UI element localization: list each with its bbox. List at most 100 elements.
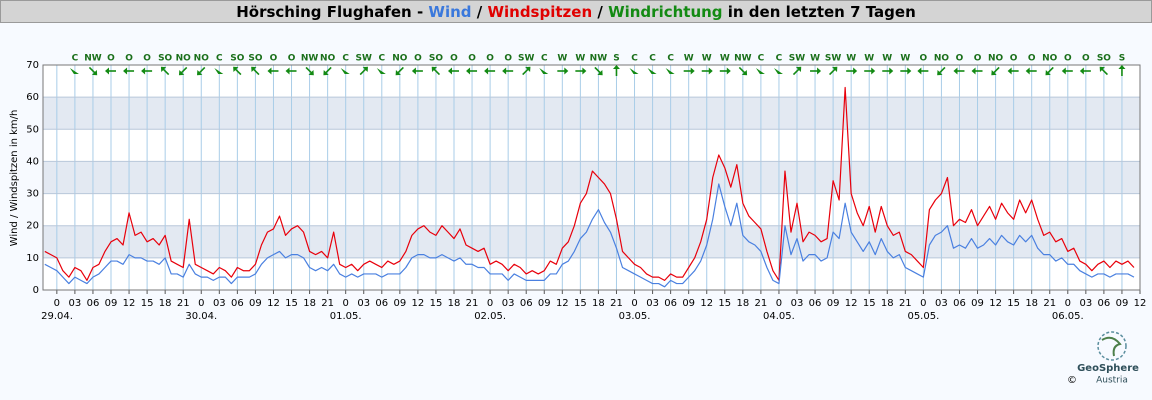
direction-arrow [160,66,170,76]
day-label: 30.04. [185,311,217,322]
direction-arrow [1079,67,1091,75]
arrow-body [502,67,514,75]
x-tick-label: 18 [159,298,172,309]
arrow-head [971,67,976,75]
direction-label: O [1064,54,1072,64]
direction-arrow [502,67,514,75]
x-tick-label: 21 [755,298,768,309]
arrow-body [738,66,748,76]
arrow-head [411,67,416,75]
arrow-body [719,67,731,75]
arrow-head [1118,65,1126,69]
direction-arrow [431,66,441,76]
direction-arrow [810,67,822,75]
arrow-head [564,67,569,75]
arrow-body [285,67,297,75]
title-part: in den letzten 7 Tagen [723,3,916,21]
direction-label: C [631,54,638,64]
direction-arrow [665,68,675,74]
direction-arrow [882,67,894,75]
arrow-body [411,67,423,75]
arrow-body [953,67,965,75]
arrow-head [889,67,894,75]
arrow-head [907,67,912,75]
direction-arrow [773,68,783,74]
arrow-calm [755,68,765,74]
arrow-body [792,66,802,76]
arrow-head [582,67,587,75]
x-tick-label: 06 [87,298,100,309]
direction-arrow [991,66,1000,76]
arrow-body [1061,67,1073,75]
direction-label: S [613,54,619,64]
arrow-body [900,67,912,75]
arrow-head [795,66,802,73]
direction-label: O [504,54,512,64]
x-tick-label: 09 [538,298,551,309]
x-tick-label: 12 [989,298,1002,309]
arrow-body [267,67,279,75]
arrow-head [395,69,401,76]
series-line [44,183,1135,288]
arrow-body [1007,67,1019,75]
arrow-shaft [252,68,260,76]
direction-label: O [414,54,422,64]
x-tick-label: 12 [412,298,425,309]
direction-label: O [1082,54,1090,64]
direction-label: S [1119,54,1125,64]
direction-arrow [1061,67,1073,75]
direction-arrow [104,67,116,75]
direction-label: O [974,54,982,64]
arrow-head [466,67,471,75]
arrow-shaft [522,68,529,76]
arrow-head [141,67,146,75]
direction-arrow [340,68,350,74]
direction-label: W [684,54,694,64]
direction-label: C [72,54,79,64]
arrow-body [484,67,496,75]
direction-arrow [197,66,206,76]
x-tick-label: 0 [631,298,637,309]
direction-label: O [1010,54,1018,64]
direction-label: W [846,54,856,64]
direction-label: NW [590,54,608,64]
direction-label: NW [301,54,319,64]
x-tick-label: 21 [1043,298,1056,309]
arrow-body [123,67,135,75]
x-tick-label: 21 [610,298,623,309]
y-axis-label: Wind / Windspitzen in km/h [9,110,20,247]
direction-label: C [649,54,656,64]
grid-band [43,161,1140,194]
arrow-calm [376,68,386,74]
chart-title: Hörsching Flughafen - Wind / Windspitzen… [236,3,916,21]
arrow-shaft [992,66,1000,74]
direction-arrow [1025,67,1037,75]
day-label: 06.05. [1052,311,1084,322]
arrow-body [683,67,695,75]
direction-arrow [267,67,279,75]
direction-arrow [738,66,748,76]
arrow-head [123,67,128,75]
arrow-body [937,66,946,76]
copyright: © [1067,375,1077,386]
arrow-calm [647,68,657,74]
direction-arrow [1045,66,1054,76]
x-tick-label: 12 [700,298,713,309]
arrow-calm [629,68,639,74]
x-tick-label: 12 [845,298,858,309]
x-tick-label: 03 [935,298,948,309]
logo-sub: Austria [1096,376,1128,386]
arrow-body [991,66,1000,76]
direction-label: NW [734,54,752,64]
direction-label: W [702,54,712,64]
x-tick-label: 18 [881,298,894,309]
title-part: Windspitzen [487,3,592,21]
direction-label: SW [356,54,372,64]
logo: GeoSphere Austria © [1067,331,1139,386]
arrow-head [726,67,731,75]
arrow-body [612,65,620,76]
x-tick-label: 12 [267,298,280,309]
direction-arrow [1099,66,1108,76]
direction-arrow [214,68,224,74]
